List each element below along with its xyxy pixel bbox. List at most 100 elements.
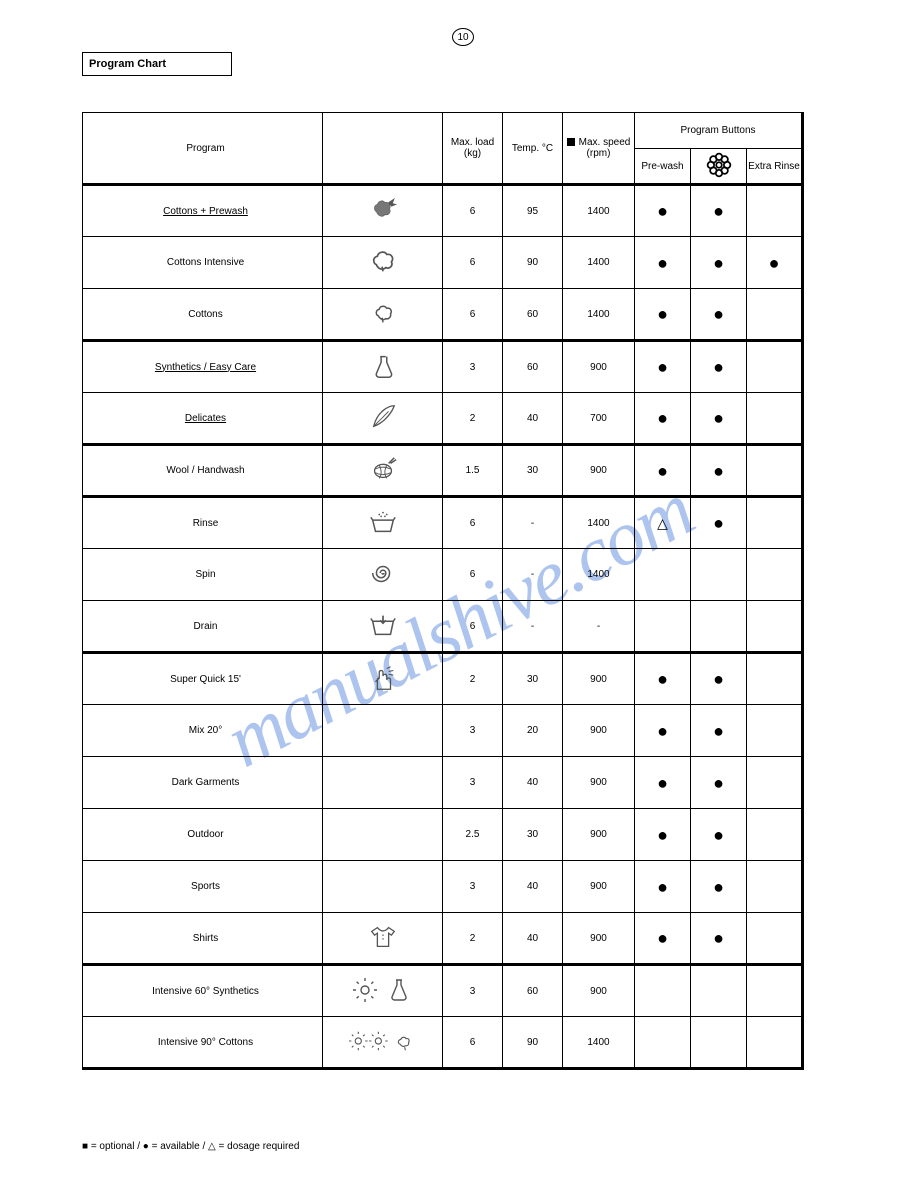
- b3-cell: [747, 393, 803, 445]
- cotton-small-icon: [368, 298, 398, 328]
- b3-cell: [747, 549, 803, 601]
- program-name-cell: Cottons + Prewash: [83, 185, 323, 237]
- b1-cell: ●: [635, 861, 691, 913]
- b1-mark: ●: [657, 669, 668, 689]
- load-cell: 6: [443, 1017, 503, 1069]
- b2-cell: ●: [691, 393, 747, 445]
- table-row: Drain 6--: [83, 601, 803, 653]
- b2-mark: ●: [713, 513, 724, 533]
- hdr-b2: [691, 149, 747, 185]
- speed-cell: -: [563, 601, 635, 653]
- symbol-cell: [323, 237, 443, 289]
- b2-mark: ●: [713, 461, 724, 481]
- program-name-cell: Spin: [83, 549, 323, 601]
- hdr-buttons-group: Program Buttons: [635, 113, 803, 149]
- b2-cell: ●: [691, 237, 747, 289]
- program-name-cell: Cottons: [83, 289, 323, 341]
- program-name: Drain: [188, 617, 224, 636]
- load-cell: 2: [443, 393, 503, 445]
- page-number-circle: 10: [452, 28, 474, 46]
- b1-mark: ●: [657, 357, 668, 377]
- b3-mark: ●: [769, 253, 780, 273]
- program-name-cell: Rinse: [83, 497, 323, 549]
- symbol-cell: [323, 757, 443, 809]
- b1-cell: ●: [635, 341, 691, 393]
- b2-cell: ●: [691, 757, 747, 809]
- temp-cell: 60: [503, 965, 563, 1017]
- b1-mark: ●: [657, 304, 668, 324]
- load-cell: 2: [443, 913, 503, 965]
- symbol-cell: [323, 965, 443, 1017]
- table-row: Cottons 6601400●●: [83, 289, 803, 341]
- table-row: Super Quick 15' 230900●●: [83, 653, 803, 705]
- b3-cell: [747, 289, 803, 341]
- b3-cell: [747, 861, 803, 913]
- b1-cell: [635, 601, 691, 653]
- cotton-leaf-icon: [368, 195, 398, 225]
- temp-cell: 30: [503, 653, 563, 705]
- table-row: Cottons + Prewash 6951400●●: [83, 185, 803, 237]
- hdr-temp: Temp. °C: [503, 113, 563, 185]
- b1-cell: [635, 1017, 691, 1069]
- load-cell: 3: [443, 965, 503, 1017]
- b3-cell: [747, 913, 803, 965]
- program-name: Shirts: [187, 929, 225, 948]
- black-square-icon: [567, 138, 575, 146]
- speed-cell: 700: [563, 393, 635, 445]
- b1-mark: ●: [657, 201, 668, 221]
- program-name-cell: Cottons Intensive: [83, 237, 323, 289]
- symbol-cell: [323, 809, 443, 861]
- drain-tub-icon: [368, 610, 398, 640]
- speed-cell: 900: [563, 757, 635, 809]
- hand-icon: [368, 663, 398, 693]
- program-table: Program Max. load (kg) Temp. °C Max. spe…: [82, 112, 804, 1070]
- program-name-cell: Synthetics / Easy Care: [83, 341, 323, 393]
- symbol-cell: [323, 445, 443, 497]
- program-name-cell: Drain: [83, 601, 323, 653]
- b1-cell: ●: [635, 393, 691, 445]
- program-name: Cottons: [182, 305, 228, 324]
- cotton-icon: [368, 246, 398, 276]
- speed-cell: 1400: [563, 497, 635, 549]
- hdr-program: Program: [83, 113, 323, 185]
- b2-cell: [691, 965, 747, 1017]
- program-name: Intensive 90° Cottons: [152, 1033, 259, 1052]
- wool-icon: [368, 454, 398, 484]
- speed-cell: 900: [563, 445, 635, 497]
- program-name-cell: Mix 20°: [83, 705, 323, 757]
- b2-cell: ●: [691, 809, 747, 861]
- table-row: Rinse 6-1400△●: [83, 497, 803, 549]
- load-cell: 6: [443, 497, 503, 549]
- b1-mark: ●: [657, 928, 668, 948]
- temp-cell: 60: [503, 341, 563, 393]
- table-row: Mix 20°320900●●: [83, 705, 803, 757]
- program-name: Wool / Handwash: [160, 461, 250, 480]
- load-cell: 6: [443, 185, 503, 237]
- b2-mark: ●: [713, 773, 724, 793]
- temp-cell: 30: [503, 809, 563, 861]
- table-row: Wool / Handwash 1.530900●●: [83, 445, 803, 497]
- hdr-b3: Extra Rinse: [747, 149, 803, 185]
- b1-mark: ●: [657, 721, 668, 741]
- program-name: Cottons + Prewash: [157, 202, 254, 221]
- program-name-cell: Dark Garments: [83, 757, 323, 809]
- temp-cell: 90: [503, 237, 563, 289]
- program-name: Synthetics / Easy Care: [149, 358, 262, 377]
- b3-cell: [747, 1017, 803, 1069]
- b2-cell: ●: [691, 497, 747, 549]
- rinse-tub-icon: [368, 507, 398, 537]
- program-name: Spin: [189, 565, 221, 584]
- b2-cell: ●: [691, 705, 747, 757]
- hdr-load: Max. load (kg): [443, 113, 503, 185]
- speed-cell: 900: [563, 341, 635, 393]
- temp-cell: 20: [503, 705, 563, 757]
- table-row: Intensive 90° Cottons 6901400: [83, 1017, 803, 1069]
- b1-cell: ●: [635, 445, 691, 497]
- program-name: Cottons Intensive: [161, 253, 250, 272]
- b1-cell: ●: [635, 913, 691, 965]
- speed-cell: 1400: [563, 289, 635, 341]
- b1-mark: ●: [657, 408, 668, 428]
- speed-cell: 1400: [563, 549, 635, 601]
- b1-mark: ●: [657, 253, 668, 273]
- load-cell: 6: [443, 237, 503, 289]
